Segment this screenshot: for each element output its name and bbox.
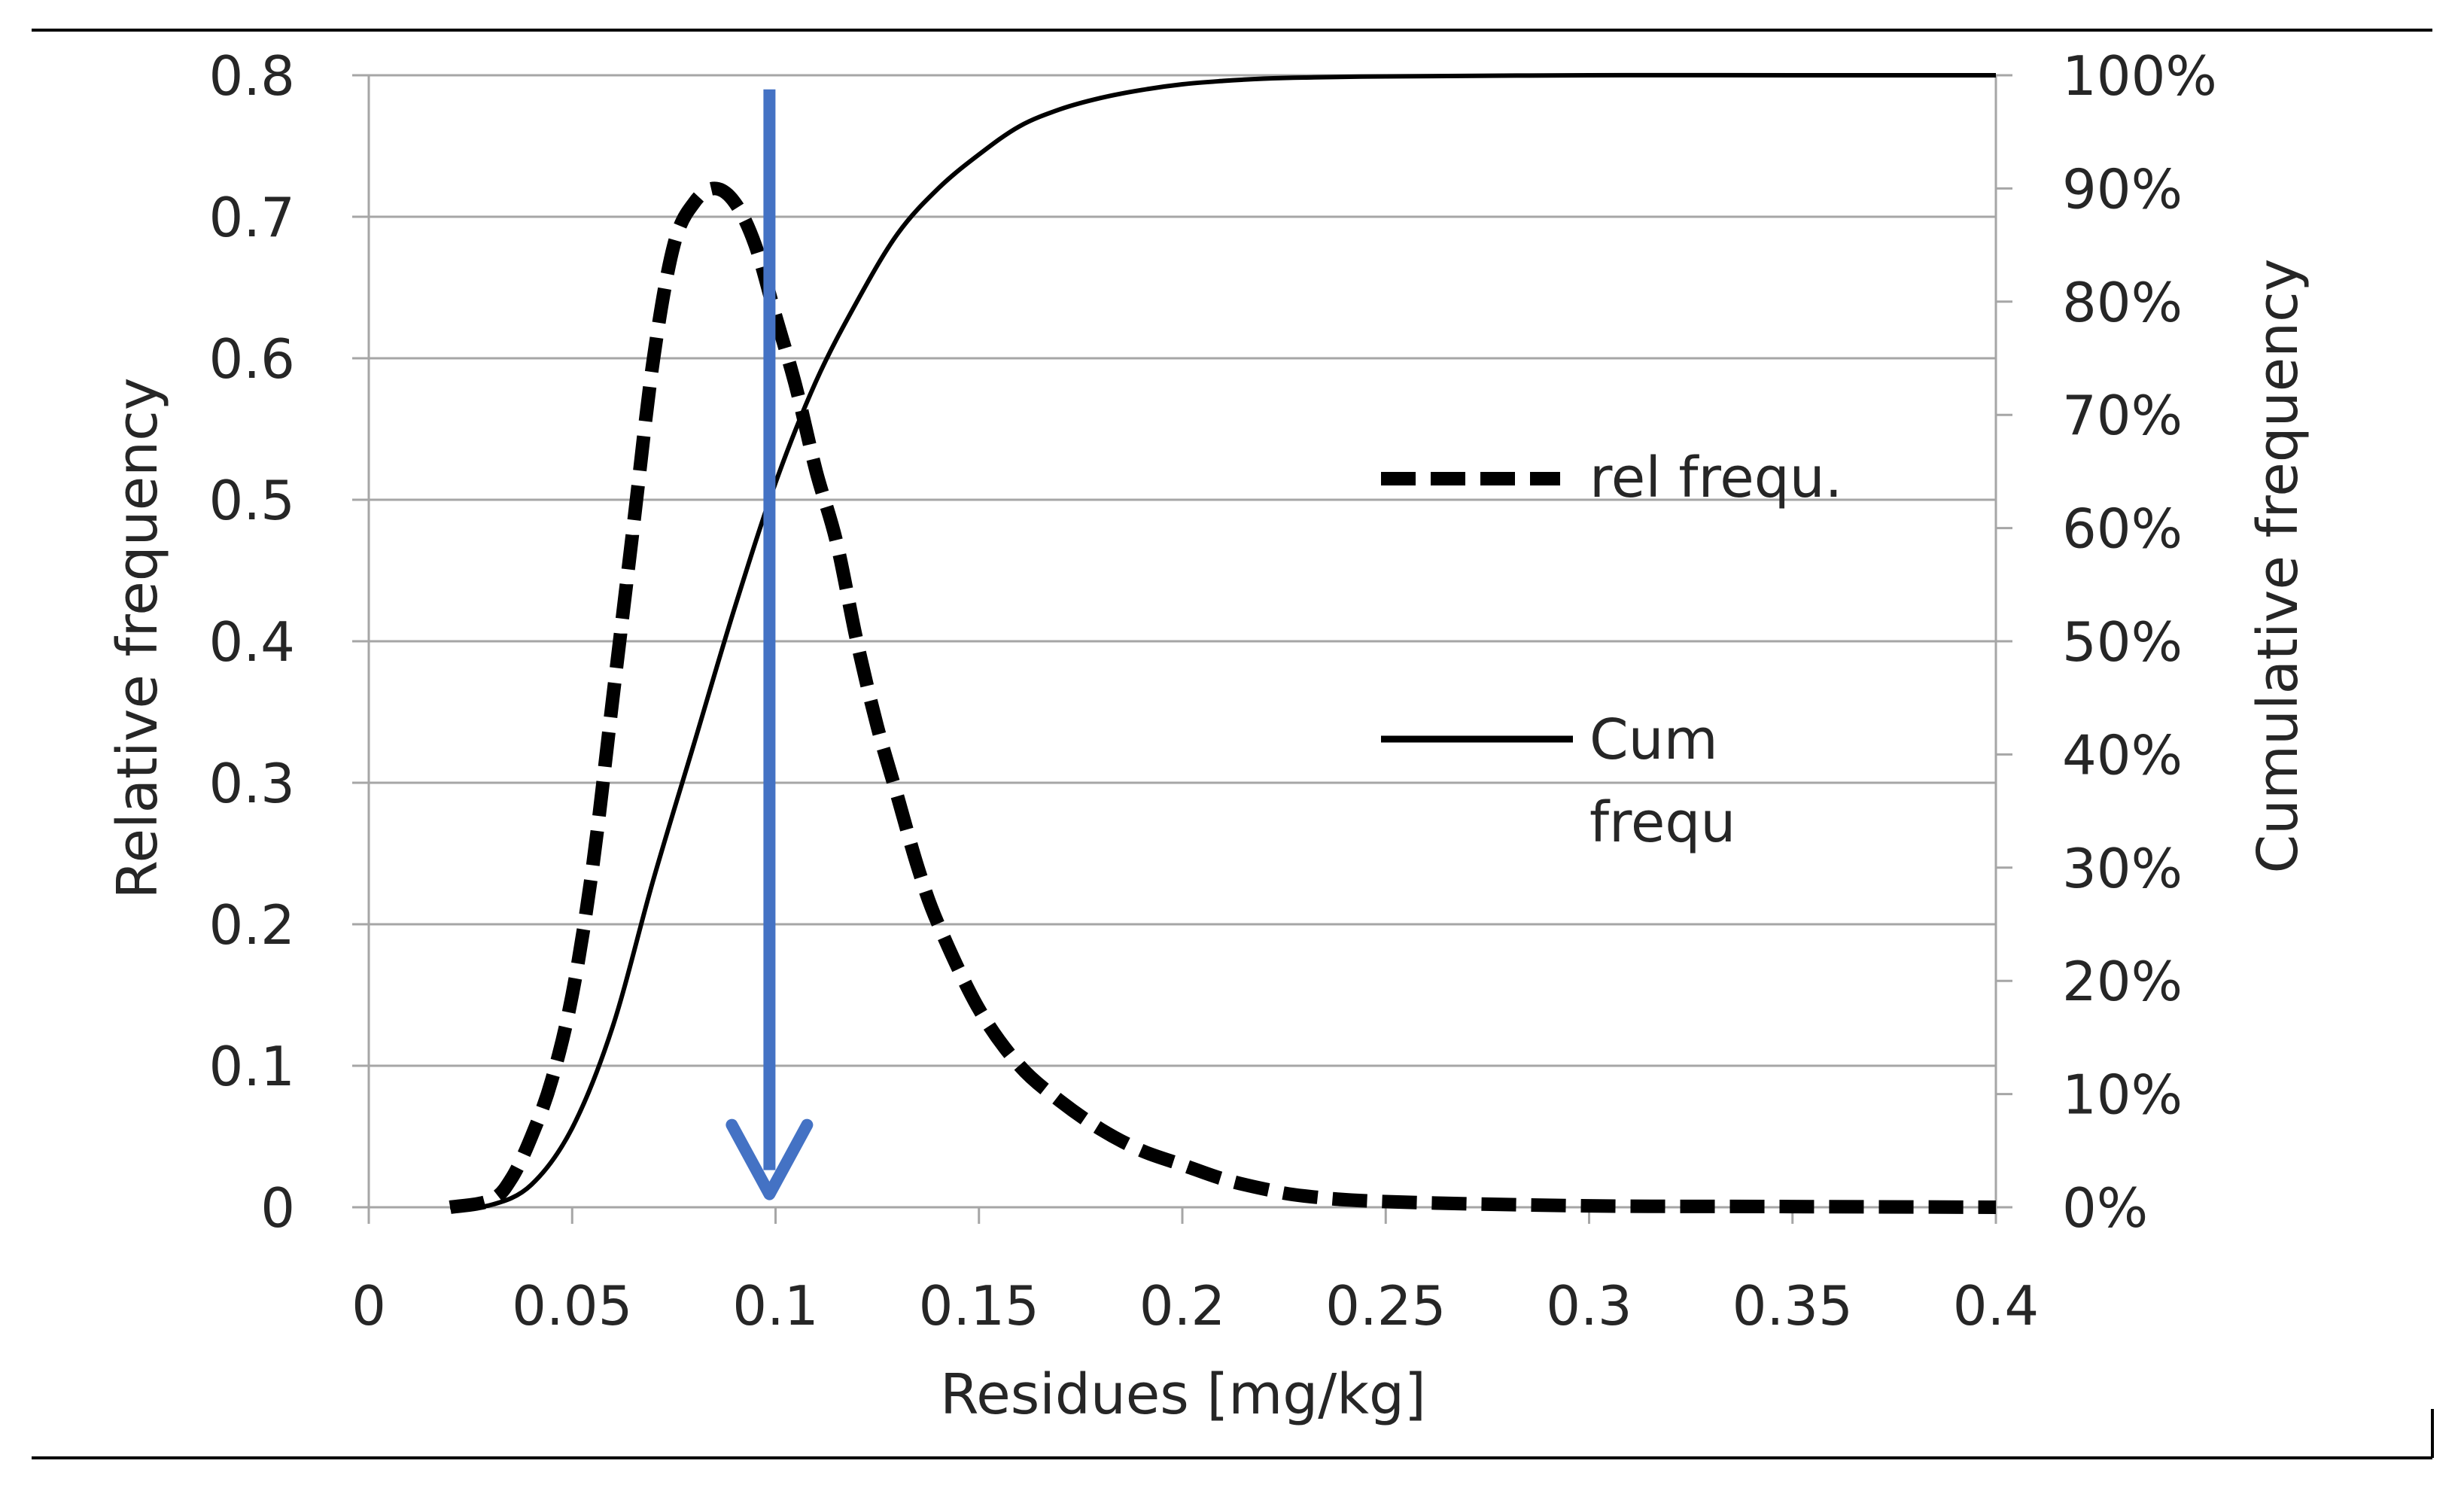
x-tick-labels: 0 0.05 0.1 0.15 0.2 0.25 0.3 0.35 0.4 xyxy=(351,1274,2039,1337)
x-tick-label-0.35: 0.35 xyxy=(1732,1274,1853,1337)
series-line-rel-frequ xyxy=(449,181,1997,1214)
y2-tick-label-0%: 0% xyxy=(2062,1176,2148,1240)
y2-tick-label-20%: 20% xyxy=(2062,950,2183,1013)
gridlines xyxy=(369,74,1996,1067)
y2-tick-label-90%: 90% xyxy=(2062,157,2183,221)
legend-cum-frequ-label-line1: Cum xyxy=(1589,707,1718,772)
arrow-head-icon xyxy=(726,1118,814,1200)
x-tick-label-0.3: 0.3 xyxy=(1546,1274,1632,1337)
y2-tick-label-100%: 100% xyxy=(2062,44,2217,108)
y-tick-label-0.1: 0.1 xyxy=(208,1035,295,1098)
x-tick-label-0: 0 xyxy=(351,1274,386,1337)
x-axis-title: Residues [mg/kg] xyxy=(940,1362,1426,1427)
y-tick-label-0.3: 0.3 xyxy=(208,752,295,815)
y2-tick-labels: 0% 10% 20% 30% 40% 50% 60% 70% 80% 90% 100% xyxy=(2062,44,2217,1240)
x-tick-label-0.4: 0.4 xyxy=(1953,1274,2040,1337)
y2-tick-label-40%: 40% xyxy=(2062,723,2183,787)
x-tick-label-0.2: 0.2 xyxy=(1139,1274,1226,1337)
y-tick-label-0: 0 xyxy=(260,1176,295,1240)
y-tick-label-0.2: 0.2 xyxy=(208,893,295,957)
y2-tick-label-70%: 70% xyxy=(2062,384,2183,447)
y2-tick-label-50%: 50% xyxy=(2062,610,2183,674)
x-tick-label-0.25: 0.25 xyxy=(1325,1274,1446,1337)
y2-tick-label-80%: 80% xyxy=(2062,271,2183,334)
x-tick-label-0.15: 0.15 xyxy=(919,1274,1039,1337)
y2-tick-label-30%: 30% xyxy=(2062,837,2183,900)
x-tick-label-0.1: 0.1 xyxy=(732,1274,819,1337)
legend: rel frequ. Cum frequ xyxy=(1381,446,1842,855)
annotations xyxy=(726,89,814,1200)
legend-cum-frequ-label-line2: frequ xyxy=(1589,790,1735,855)
data-series xyxy=(449,72,1997,1214)
y-tick-label-0.6: 0.6 xyxy=(208,327,295,391)
axes xyxy=(352,74,2012,1224)
y2-tick-label-10%: 10% xyxy=(2062,1064,2183,1127)
y-tick-label-0.5: 0.5 xyxy=(208,469,295,532)
y-tick-label-0.8: 0.8 xyxy=(208,44,295,108)
y-tick-label-0.4: 0.4 xyxy=(208,610,295,674)
y-tick-label-0.7: 0.7 xyxy=(208,186,295,249)
y-tick-labels: 0 0.1 0.2 0.3 0.4 0.5 0.6 0.7 0.8 xyxy=(208,44,295,1240)
y2-axis-title: Cumulative frequency xyxy=(2246,258,2310,873)
y-axis-title: Relative frequency xyxy=(105,377,170,899)
legend-rel-frequ-label: rel frequ. xyxy=(1589,446,1842,510)
y2-tick-label-60%: 60% xyxy=(2062,498,2183,561)
x-tick-label-0.05: 0.05 xyxy=(512,1274,632,1337)
series-line-cum-frequ xyxy=(449,72,1996,1210)
